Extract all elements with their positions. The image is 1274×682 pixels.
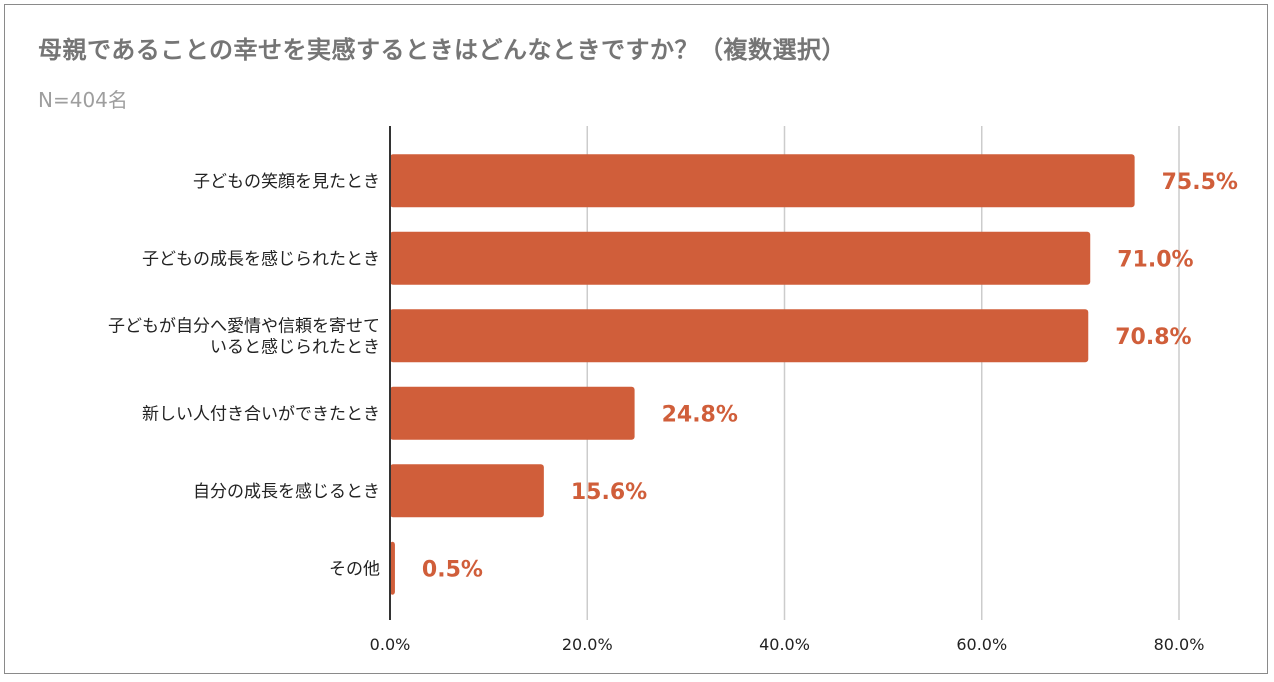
- data-label-0: 75.5%: [1162, 170, 1238, 195]
- category-label-5: その他: [329, 559, 380, 579]
- bar-3: [390, 386, 635, 440]
- x-tick-label-4: 80.0%: [1154, 635, 1205, 654]
- category-label-3: 新しい人付き合いができたとき: [142, 404, 380, 424]
- bar-4: [390, 464, 544, 518]
- x-tick-label-2: 40.0%: [759, 635, 810, 654]
- chart-title: 母親であることの幸せを実感するときはどんなときですか？（複数選択）: [38, 36, 847, 64]
- category-label-0: 子どもの笑顔を見たとき: [193, 172, 380, 192]
- category-label-2: 子どもが自分へ愛情や信頼を寄せていると感じられたとき: [108, 316, 380, 357]
- category-label-4: 自分の成長を感じるとき: [193, 482, 380, 502]
- x-tick-label-1: 20.0%: [562, 635, 613, 654]
- data-label-2: 70.8%: [1115, 325, 1191, 350]
- bar-5: [390, 541, 395, 595]
- category-label-1: 子どもの成長を感じられたとき: [142, 249, 380, 269]
- x-tick-label-0: 0.0%: [370, 635, 411, 654]
- bar-0: [390, 154, 1135, 208]
- bar-1: [390, 231, 1091, 285]
- x-tick-label-3: 60.0%: [956, 635, 1007, 654]
- chart-subtitle: N=404名: [38, 88, 128, 112]
- data-label-1: 71.0%: [1117, 247, 1193, 272]
- data-label-4: 15.6%: [571, 480, 647, 505]
- bar-2: [390, 309, 1089, 363]
- data-label-3: 24.8%: [662, 402, 738, 427]
- data-label-5: 0.5%: [422, 557, 483, 582]
